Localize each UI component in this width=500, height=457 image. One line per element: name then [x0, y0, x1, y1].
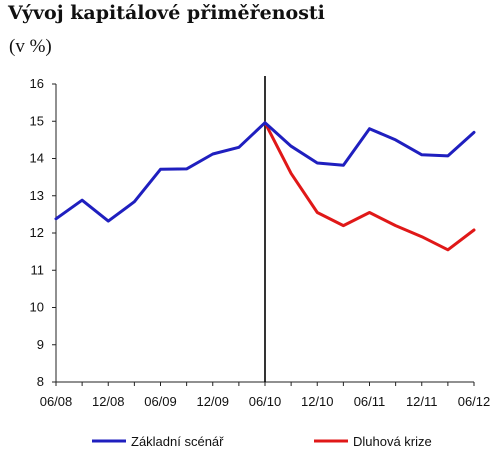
axes: 8 9 10 11 12 13 14 15 16 06/08 12/08 06/09 12/09 06/1…: [30, 76, 491, 409]
y-tick-label: 8: [37, 374, 44, 389]
legend-baseline-label: Základní scénář: [131, 434, 224, 449]
x-tick-label: 12/08: [92, 394, 125, 409]
y-tick-label: 12: [30, 225, 44, 240]
y-tick-label: 16: [30, 76, 44, 91]
chart-title: Vývoj kapitálové přiměřenosti: [8, 2, 325, 24]
x-tick-label: 12/09: [196, 394, 229, 409]
y-tick-label: 14: [30, 151, 44, 166]
x-tick-label: 12/11: [406, 394, 438, 409]
series-layer: [54, 121, 476, 252]
x-tick-label: 06/11: [354, 394, 386, 409]
x-tick-label: 06/09: [144, 394, 177, 409]
series-line-baseline: [54, 121, 476, 223]
y-tick-label: 15: [30, 113, 44, 128]
y-tick-label: 11: [31, 262, 45, 277]
legend: Základní scénář Dluhová krize: [92, 434, 432, 449]
x-tick-label: 06/12: [458, 394, 491, 409]
x-tick-label: 06/10: [249, 394, 282, 409]
series-line-debt-crisis: [263, 121, 476, 252]
legend-debt-crisis-label: Dluhová krize: [353, 434, 432, 449]
y-tick-label: 9: [37, 337, 44, 352]
x-tick-label: 12/10: [301, 394, 334, 409]
x-tick-label: 06/08: [40, 394, 73, 409]
y-tick-label: 10: [30, 300, 44, 315]
y-tick-label: 13: [30, 188, 44, 203]
chart-unit-label: (v %): [9, 36, 52, 57]
